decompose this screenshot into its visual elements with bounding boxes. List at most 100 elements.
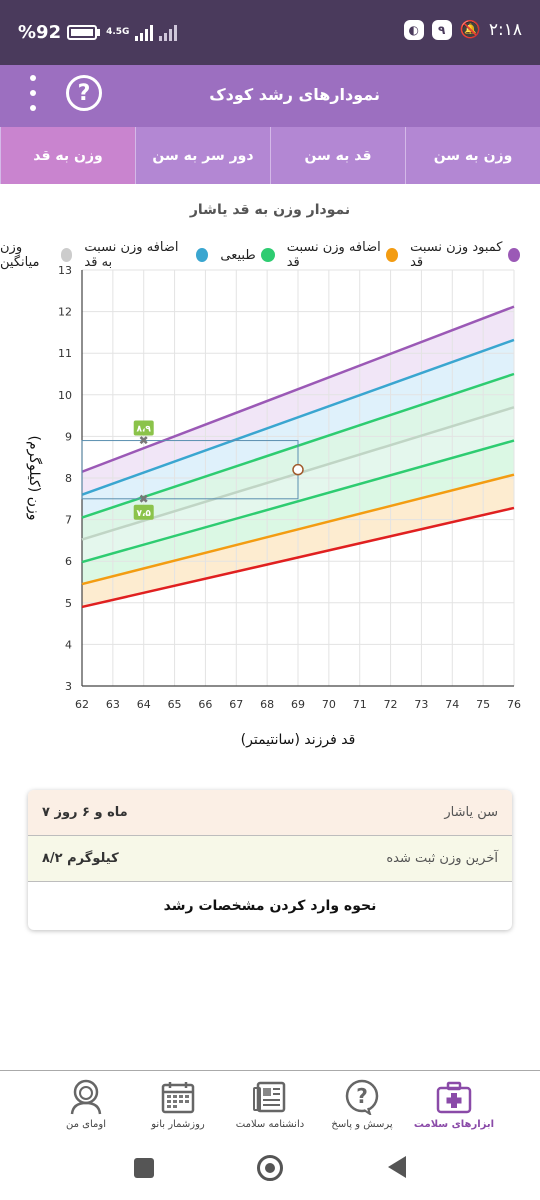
- marker-label: ۸،۹: [137, 425, 152, 435]
- age-value: ۷ ماه و ۶ روز: [42, 805, 128, 820]
- app-notification-icon: ◐: [403, 20, 424, 40]
- page-title: نمودارهای رشد کودک: [209, 85, 380, 104]
- x-tick-label: 67: [229, 698, 243, 711]
- battery-percent: %92: [18, 22, 62, 43]
- legend-item-underweight: کمبود وزن نسبت قد: [410, 240, 520, 270]
- recent-apps-button[interactable]: [134, 1158, 154, 1178]
- legend-item-normal: طبیعی: [220, 247, 275, 263]
- encyclopedia-icon: [250, 1077, 290, 1117]
- system-navigation-bar: [0, 1140, 540, 1200]
- marker-label-box: [133, 504, 154, 520]
- y-tick-label: 5: [65, 597, 72, 610]
- x-tick-label: 64: [137, 698, 151, 711]
- chart-title: نمودار وزن به قد یاشار: [189, 202, 351, 218]
- nav-label: پرسش و پاسخ: [331, 1119, 393, 1130]
- y-tick-label: 7: [65, 514, 72, 527]
- legend-label: طبیعی: [220, 247, 256, 263]
- profile-icon: [66, 1077, 106, 1117]
- chart-legend: کمبود وزن نسبت قد اضافه وزن نسبت قد طبیع…: [0, 240, 520, 270]
- battery-icon: [67, 25, 98, 40]
- legend-label: اضافه وزن نسبت به قد: [84, 240, 179, 270]
- y-tick-label: 13: [58, 264, 72, 277]
- x-tick-label: 73: [414, 698, 428, 711]
- nav-calendar[interactable]: روزشمار بانو: [137, 1071, 219, 1140]
- legend-label: اضافه وزن نسبت قد: [286, 240, 381, 270]
- legend-item-median: وزن میانگین: [0, 240, 73, 270]
- nav-questions[interactable]: ? پرسش و پاسخ: [321, 1071, 403, 1140]
- last-weight-row: آخرین وزن ثبت شده ۸/۲ کیلوگرم: [28, 836, 512, 882]
- y-tick-label: 11: [58, 347, 72, 360]
- status-right: ◐ ۹ 🔕 ۲:۱۸: [403, 20, 522, 40]
- clock: ۲:۱۸: [488, 20, 522, 40]
- network-type: 4.5G: [106, 27, 130, 37]
- series-line: [81, 506, 515, 609]
- bottom-navigation: ابزارهای سلامت ? پرسش و پاسخ دانشنامه سل…: [0, 1070, 540, 1140]
- nav-encyclopedia[interactable]: دانشنامه سلامت: [229, 1071, 311, 1140]
- y-tick-label: 8: [65, 472, 72, 485]
- legend-label: کمبود وزن نسبت قد: [410, 240, 503, 270]
- tab-weight-for-height[interactable]: وزن به قد: [0, 127, 135, 184]
- home-button[interactable]: [257, 1155, 283, 1181]
- x-tick-label: 71: [353, 698, 367, 711]
- growth-chart-section: نمودار وزن به قد یاشار کمبود وزن نسبت قد…: [0, 184, 540, 764]
- y-tick-label: 4: [65, 638, 72, 651]
- y-tick-label: 3: [65, 680, 72, 693]
- status-left: %92 4.5G: [18, 22, 178, 43]
- marker-label-box: [133, 420, 154, 436]
- age-label: سن یاشار: [444, 805, 498, 820]
- marker-label: ۷،۵: [137, 509, 152, 519]
- legend-item-overweight-height: اضافه وزن نسبت به قد: [84, 240, 209, 270]
- help-button[interactable]: ?: [66, 75, 102, 111]
- x-tick-label: 75: [476, 698, 490, 711]
- x-tick-label: 62: [75, 698, 89, 711]
- signal-icon-2: [159, 24, 178, 41]
- weight-for-height-chart: 62 63 64 65 66 67 68 69 70 71 72 73 74 75 763456789101…: [26, 264, 521, 748]
- y-tick-label: 12: [58, 306, 72, 319]
- growth-info-card: سن یاشار ۷ ماه و ۶ روز آخرین وزن ثبت شده…: [28, 790, 512, 930]
- legend-label: وزن میانگین: [0, 240, 40, 270]
- svg-text:?: ?: [356, 1084, 368, 1108]
- current-measurement-point: [292, 463, 304, 476]
- signal-icon: [135, 24, 154, 41]
- nav-label: اومای من: [66, 1119, 106, 1130]
- last-weight-label: آخرین وزن ثبت شده: [386, 851, 498, 866]
- legend-dot: [60, 248, 73, 262]
- legend-dot: [260, 248, 275, 262]
- x-tick-label: 76: [507, 698, 521, 711]
- range-marker-x: ✖: [139, 434, 149, 448]
- y-tick-label: 6: [65, 555, 72, 568]
- age-row: سن یاشار ۷ ماه و ۶ روز: [28, 790, 512, 836]
- x-tick-label: 66: [198, 698, 212, 711]
- x-tick-label: 70: [322, 698, 336, 711]
- series-line: [81, 439, 515, 564]
- x-tick-label: 63: [106, 698, 120, 711]
- series-line: [81, 473, 515, 586]
- legend-dot: [196, 248, 209, 262]
- mute-icon: 🔕: [459, 20, 481, 40]
- tab-weight-for-age[interactable]: وزن به سن: [405, 127, 540, 184]
- medical-kit-icon: [434, 1077, 474, 1117]
- x-tick-label: 72: [384, 698, 398, 711]
- calendar-icon: [158, 1077, 198, 1117]
- back-button[interactable]: [388, 1156, 406, 1178]
- y-tick-label: 10: [58, 389, 72, 402]
- x-axis-title: قد فرزند (سانتیمتر): [241, 732, 356, 748]
- legend-dot: [508, 248, 520, 262]
- series-line: [81, 305, 515, 473]
- legend-item-overweight: اضافه وزن نسبت قد: [286, 240, 399, 270]
- more-menu-icon[interactable]: [28, 75, 38, 111]
- how-to-enter-growth-link[interactable]: نحوه وارد کردن مشخصات رشد: [163, 898, 377, 914]
- tab-head-circumference-for-age[interactable]: دور سر به سن: [135, 127, 270, 184]
- y-tick-label: 9: [65, 430, 72, 443]
- nav-health-tools[interactable]: ابزارهای سلامت: [413, 1071, 495, 1140]
- question-bubble-icon: ?: [342, 1077, 382, 1117]
- battery-tip: [97, 29, 101, 36]
- tab-height-for-age[interactable]: قد به سن: [270, 127, 405, 184]
- series-line: [81, 338, 515, 496]
- app-bar: ? نمودارهای رشد کودک: [0, 65, 540, 127]
- x-tick-label: 74: [445, 698, 459, 711]
- last-weight-value: ۸/۲ کیلوگرم: [42, 851, 119, 866]
- nav-profile[interactable]: اومای من: [45, 1071, 127, 1140]
- tab-bar: وزن به سن قد به سن دور سر به سن وزن به ق…: [0, 127, 540, 184]
- range-marker-x: ✖: [139, 492, 149, 506]
